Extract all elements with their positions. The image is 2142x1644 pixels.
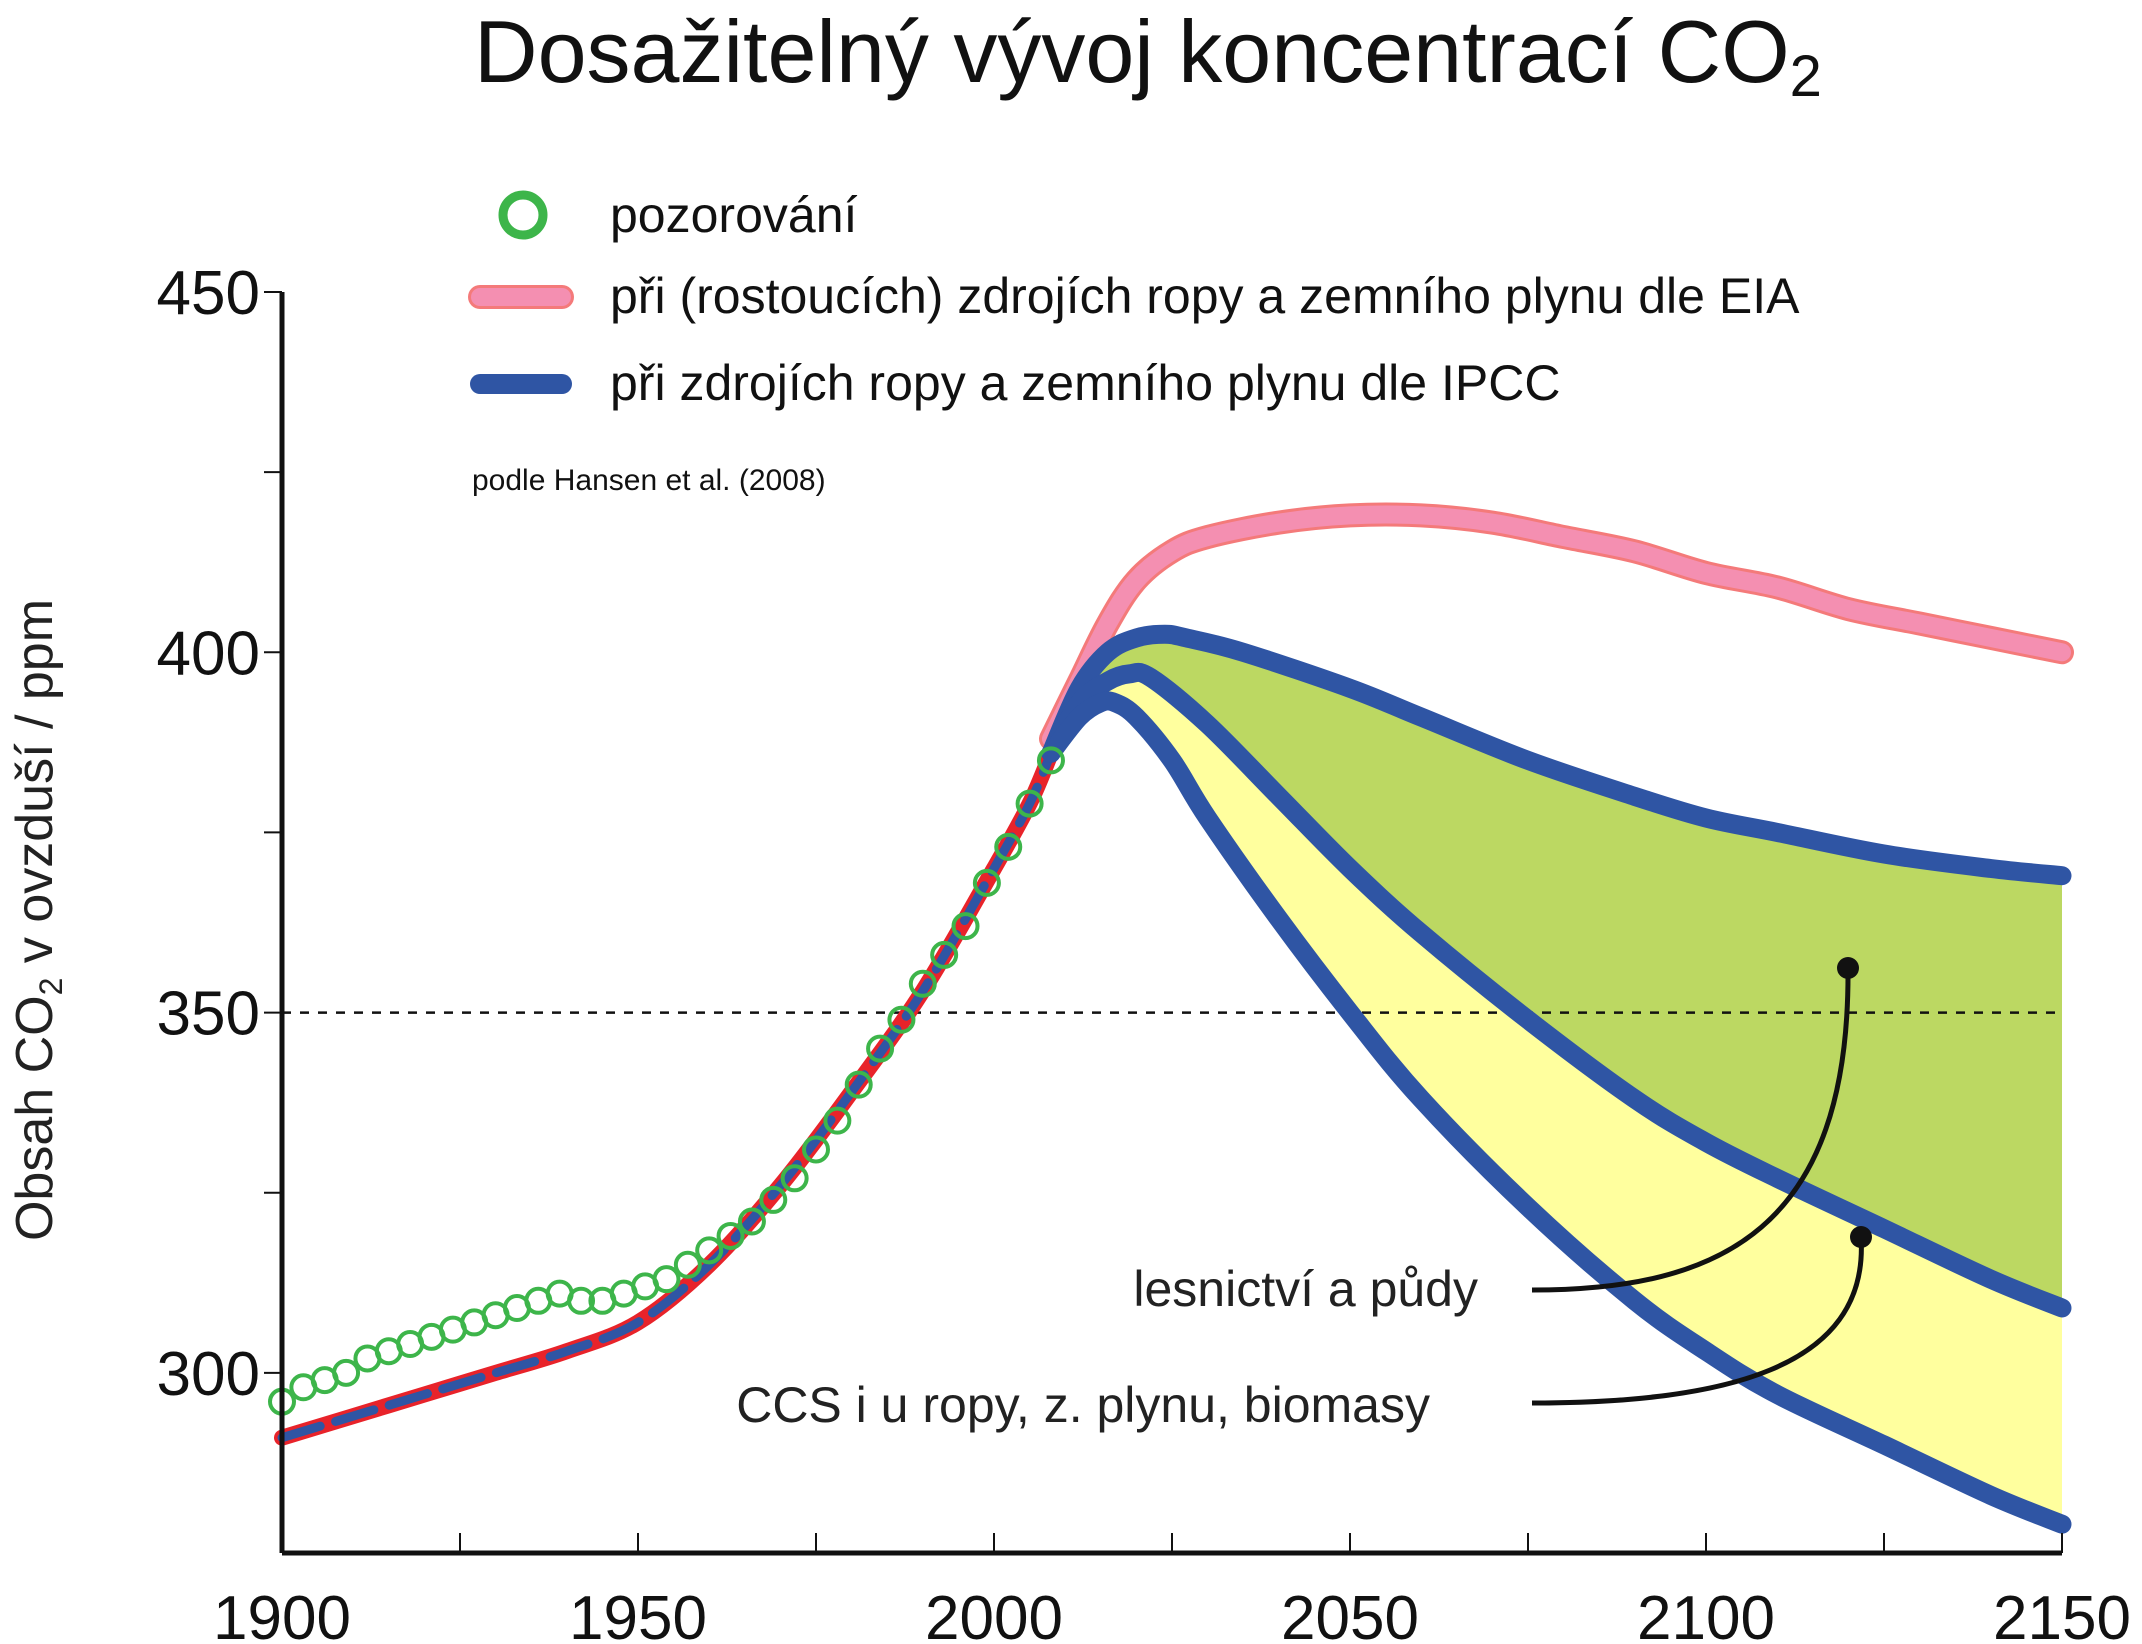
observed-point [716, 1221, 745, 1250]
series-historical-blue [277, 748, 1056, 1443]
band-forestry-soils [1065, 634, 2062, 1308]
series-eia [1042, 505, 2071, 748]
series-ipcc-ccs [1041, 691, 2072, 1534]
legend-label-ipcc: při zdrojích ropy a zemního plynu dle IP… [610, 355, 1560, 411]
series-group [268, 502, 2074, 1534]
x-tick-label: 1950 [569, 1584, 707, 1644]
observed-point [1015, 789, 1044, 818]
series-historical-red [274, 745, 1059, 1446]
x-tick-label: 2100 [1637, 1584, 1775, 1644]
scenario-bands [1065, 634, 2062, 1525]
y-tick-label: 400 [157, 619, 260, 688]
series-ipcc-forestry [1041, 662, 2072, 1318]
chart-title-subscript: 2 [1790, 44, 1822, 109]
observed-point [737, 1207, 766, 1236]
observed-point [866, 1034, 895, 1063]
legend-label-observed: pozorování [610, 187, 857, 243]
x-tick-label: 2150 [1993, 1584, 2131, 1644]
x-tick-label: 1900 [213, 1584, 351, 1644]
observed-point [994, 832, 1023, 861]
observed-point [951, 912, 980, 941]
y-tick-label: 450 [157, 259, 260, 328]
observed-point [780, 1164, 809, 1193]
observed-point [652, 1265, 681, 1294]
annotation-ccs-arrow [1531, 1236, 1864, 1406]
annotation-forestry-dot [1837, 957, 1859, 979]
open-circle-icon [498, 190, 548, 240]
legend-label-eia: při (rostoucích) zdrojích ropy a zemního… [610, 268, 1800, 324]
observed-point [930, 940, 959, 969]
observed-point [1036, 746, 1065, 775]
x-tick-label: 2000 [925, 1584, 1063, 1644]
x-tick-label: 2050 [1281, 1584, 1419, 1644]
y-axis-label-subscript: 2 [33, 978, 69, 996]
y-tick-label: 300 [157, 1340, 260, 1409]
observed-point [972, 868, 1001, 897]
y-axis-label-pre: Obsah CO [6, 995, 64, 1241]
observed-point [908, 969, 937, 998]
annotation-forestry: lesnictví a půdy [1133, 1261, 1478, 1317]
annotation-ccs-dot [1850, 1226, 1872, 1248]
annotations: lesnictví a půdy CCS i u ropy, z. plynu,… [736, 957, 1872, 1433]
observed-point [695, 1236, 724, 1265]
observed-point [887, 1005, 916, 1034]
series-ipcc-top [1041, 624, 2072, 886]
axes: 1900 1950 2000 2050 2100 2150 300 350 400 450 [157, 259, 2131, 1644]
observed-point [802, 1135, 830, 1164]
chart-title: Dosažitelný vývoj koncentrací CO2 [474, 2, 1822, 109]
y-axis-label: Obsah CO2 v ovzduší / ppm [6, 599, 69, 1241]
observed-point [567, 1286, 596, 1315]
annotation-ccs: CCS i u ropy, z. plynu, biomasy [736, 1377, 1430, 1433]
observed-point [844, 1070, 873, 1099]
observed-point [332, 1358, 361, 1387]
y-axis-label-post: v ovzduší / ppm [6, 599, 64, 978]
y-tick-label: 350 [157, 980, 260, 1049]
band-ccs [1065, 675, 2062, 1525]
annotation-forestry-arrow [1531, 967, 1851, 1293]
observed-point [673, 1250, 702, 1279]
chart-title-main: Dosažitelný vývoj koncentrací CO [474, 2, 1790, 101]
source-note: podle Hansen et al. (2008) [472, 464, 826, 497]
observed-point [759, 1185, 788, 1214]
observed-point [823, 1106, 852, 1135]
legend: pozorování při (rostoucích) zdrojích rop… [468, 187, 1800, 411]
